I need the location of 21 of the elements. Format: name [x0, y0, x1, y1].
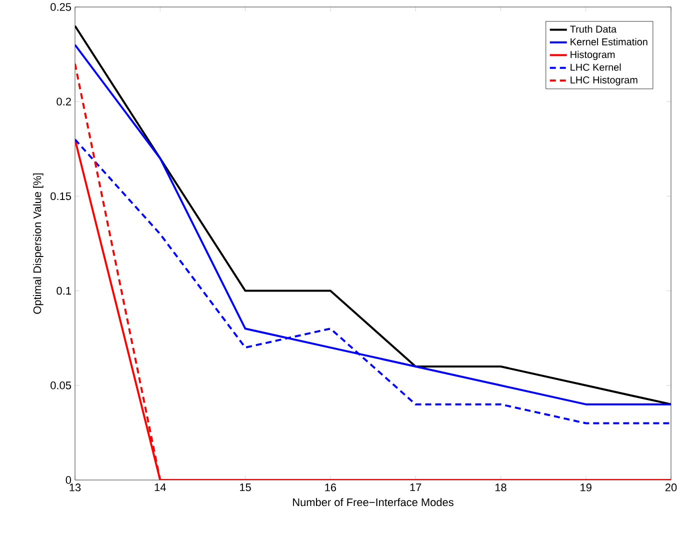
x-axis-title: Number of Free−Interface Modes: [293, 498, 454, 506]
x-tick-label: 13: [70, 484, 81, 492]
x-tick-label: 20: [665, 484, 677, 492]
x-tick-label: 15: [240, 484, 251, 492]
y-tick-label: 0.05: [50, 382, 72, 390]
y-tick-label: 0: [66, 476, 72, 484]
x-tick-label: 14: [154, 484, 166, 492]
x-tick-label: 18: [495, 484, 506, 492]
y-tick-label: 0.2: [56, 98, 71, 106]
legend-label: Histogram: [570, 50, 615, 60]
x-tick-label: 17: [410, 484, 422, 492]
x-tick-label: 19: [580, 484, 592, 492]
y-axis-title: Optimal Dispersion Value [%]: [33, 173, 44, 314]
legend-label: Kernel Estimation: [570, 38, 648, 46]
legend-label: Truth Data: [570, 25, 617, 33]
y-tick-label: 0.25: [50, 3, 72, 11]
legend-label: LHC Kernel: [570, 63, 621, 71]
y-tick-label: 0.1: [56, 286, 71, 295]
y-tick-label: 0.15: [50, 192, 72, 200]
x-tick-label: 16: [325, 484, 336, 492]
legend-label: LHC Histogram: [570, 76, 638, 86]
